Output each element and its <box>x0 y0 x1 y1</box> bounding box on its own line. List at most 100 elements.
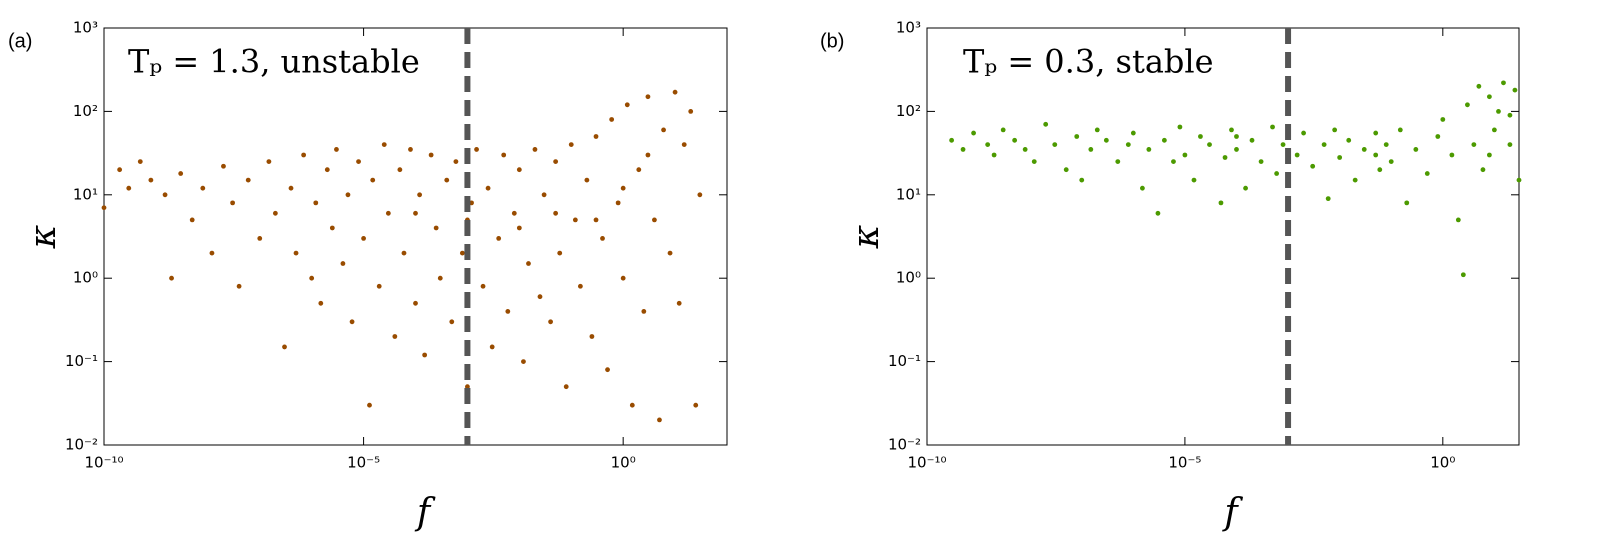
point <box>526 261 531 266</box>
point <box>521 359 526 364</box>
annotation: Tₚ = 0.3, stable <box>963 43 1214 81</box>
point <box>162 192 168 198</box>
point <box>1063 167 1069 173</box>
point <box>1491 127 1497 133</box>
point <box>516 225 522 231</box>
point <box>1501 80 1506 86</box>
point <box>1088 147 1094 152</box>
point <box>293 250 299 256</box>
point <box>1507 142 1513 147</box>
point <box>324 167 330 173</box>
point <box>480 283 486 289</box>
y-axis-label: κ <box>23 224 64 249</box>
point <box>370 177 376 183</box>
point <box>548 319 553 325</box>
point <box>1274 171 1280 176</box>
point <box>1383 142 1389 147</box>
point <box>697 192 703 198</box>
y-tick-label: 10⁻² <box>888 436 921 454</box>
point <box>361 236 366 241</box>
point <box>1413 147 1419 152</box>
point <box>496 236 502 241</box>
point <box>230 200 236 206</box>
point <box>334 147 339 152</box>
point <box>1234 134 1239 139</box>
y-tick-label: 10⁻¹ <box>65 352 98 370</box>
point <box>1301 130 1306 136</box>
point <box>1079 177 1085 183</box>
point <box>1440 117 1446 122</box>
point <box>413 300 418 306</box>
point <box>1218 200 1224 206</box>
point <box>428 152 434 158</box>
x-tick-label: 10⁰ <box>611 454 636 472</box>
point <box>381 142 387 147</box>
point <box>489 344 495 350</box>
panel-label: (a) <box>8 30 32 52</box>
point <box>609 117 615 122</box>
point <box>1404 200 1410 206</box>
point <box>313 200 319 206</box>
point <box>200 185 206 191</box>
point <box>376 283 382 289</box>
point <box>511 210 517 216</box>
point <box>688 109 694 114</box>
point <box>117 167 123 173</box>
point <box>1373 130 1379 136</box>
point <box>584 177 590 183</box>
point <box>1397 127 1403 133</box>
point <box>101 205 107 211</box>
point <box>340 261 346 266</box>
point <box>126 185 132 191</box>
point <box>1321 142 1327 147</box>
point <box>1243 185 1248 191</box>
point <box>960 147 966 152</box>
point <box>589 334 595 339</box>
point <box>577 283 583 289</box>
point <box>137 159 143 165</box>
point <box>1280 142 1286 147</box>
x-tick-label: 10⁻⁵ <box>1168 454 1201 472</box>
point <box>1146 147 1152 152</box>
point <box>1496 109 1501 114</box>
point <box>1460 272 1466 278</box>
point <box>1125 142 1131 147</box>
point <box>422 352 428 358</box>
point <box>1361 147 1367 152</box>
point <box>1377 167 1383 173</box>
y-tick-label: 10⁰ <box>896 269 921 287</box>
y-tick-label: 10⁻¹ <box>888 352 921 370</box>
y-tick-label: 10³ <box>73 19 98 37</box>
point <box>949 137 955 143</box>
point <box>645 152 651 158</box>
point <box>485 185 491 191</box>
point <box>1516 177 1522 183</box>
point <box>1177 124 1183 130</box>
point <box>541 192 547 198</box>
point <box>392 334 398 339</box>
point <box>1270 124 1275 130</box>
plot-area <box>103 27 728 446</box>
point <box>266 159 272 165</box>
point <box>401 250 407 256</box>
point <box>1115 159 1121 165</box>
point <box>971 130 976 136</box>
point <box>1325 196 1331 202</box>
point <box>1373 152 1379 158</box>
x-axis-label: f <box>1221 492 1243 533</box>
point <box>437 275 443 281</box>
point <box>1130 130 1136 136</box>
y-tick-label: 10² <box>896 102 921 120</box>
point <box>1074 134 1080 139</box>
point <box>474 147 479 152</box>
point <box>1229 127 1234 133</box>
point <box>553 159 559 165</box>
x-axis-label: f <box>414 492 436 533</box>
point <box>459 250 465 256</box>
y-tick-label: 10³ <box>896 19 921 37</box>
point <box>282 344 287 350</box>
point <box>1486 94 1492 100</box>
point <box>169 275 174 281</box>
point <box>1031 159 1037 165</box>
y-axis-label: κ <box>846 224 887 249</box>
